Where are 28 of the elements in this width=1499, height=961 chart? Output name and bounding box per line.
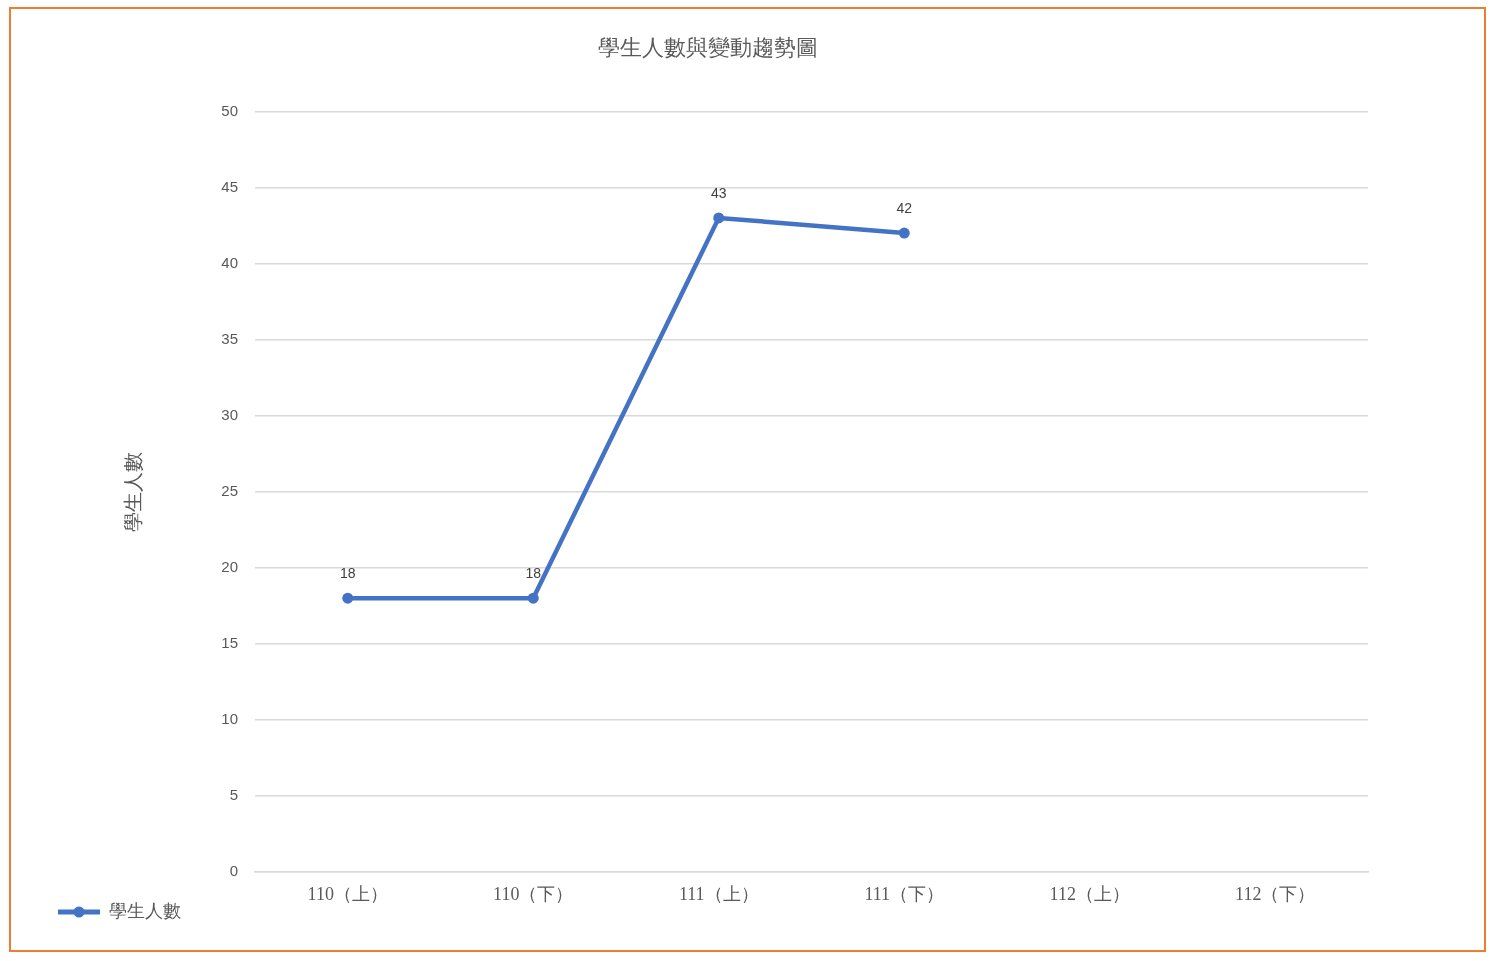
y-tick-label: 5 — [229, 786, 238, 804]
data-label: 43 — [710, 184, 727, 201]
y-tick-label: 45 — [221, 177, 238, 195]
point — [342, 592, 354, 604]
y-tick-label: 35 — [221, 329, 238, 347]
x-tick-label: 112（下） — [1235, 883, 1316, 904]
x-tick-label: 110（上） — [307, 883, 388, 904]
point — [713, 212, 725, 224]
y-tick-label: 30 — [221, 405, 238, 423]
x-tick-label: 111（下） — [864, 883, 945, 904]
y-tick-label: 25 — [221, 481, 238, 499]
data-label: 42 — [896, 199, 913, 216]
legend-label: 學生人數 — [109, 900, 181, 921]
point — [527, 592, 539, 604]
x-tick-label: 112（上） — [1049, 883, 1130, 904]
chart-title: 學生人數與變動趨勢圖 — [598, 34, 818, 60]
y-tick-label: 15 — [221, 633, 238, 651]
y-tick-label: 40 — [221, 253, 238, 271]
y-axis-title: 學生人數 — [122, 451, 145, 532]
x-tick-label: 110（下） — [493, 883, 574, 904]
y-tick-label: 0 — [229, 862, 238, 880]
y-tick-label: 50 — [221, 101, 238, 119]
data-label: 18 — [525, 565, 542, 582]
point — [898, 227, 910, 239]
x-tick-label: 111（上） — [678, 883, 759, 904]
y-tick-label: 20 — [221, 557, 238, 575]
data-label: 18 — [339, 565, 356, 582]
y-tick-label: 10 — [221, 710, 238, 728]
